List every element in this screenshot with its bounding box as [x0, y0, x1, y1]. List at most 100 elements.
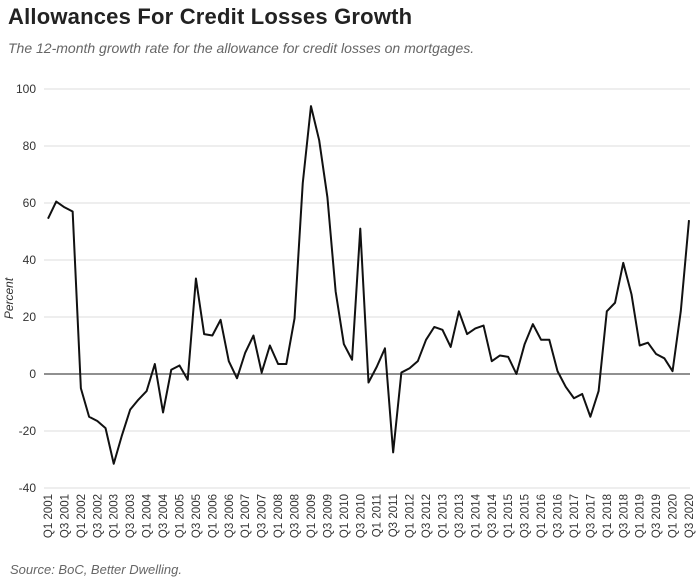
data-point — [251, 334, 255, 338]
data-point — [588, 415, 592, 419]
y-tick-label: -20 — [19, 424, 37, 438]
x-tick-label: Q1 2010 — [339, 494, 351, 538]
data-point — [210, 334, 214, 338]
x-tick-label: Q1 2002 — [76, 494, 88, 538]
x-tick-label: Q3 2020 — [684, 494, 696, 538]
data-point — [71, 210, 75, 214]
y-tick-label: 60 — [23, 196, 37, 210]
data-point — [391, 450, 395, 454]
data-point — [605, 309, 609, 313]
data-point — [523, 342, 527, 346]
data-point — [194, 277, 198, 281]
x-tick-label: Q3 2003 — [125, 494, 137, 538]
x-tick-label: Q3 2018 — [618, 494, 630, 538]
data-point — [687, 218, 691, 222]
data-point — [482, 324, 486, 328]
data-point — [358, 227, 362, 231]
data-point — [309, 104, 313, 108]
x-tick-label: Q3 2007 — [257, 494, 269, 538]
y-tick-label: 100 — [16, 82, 36, 96]
x-tick-label: Q3 2019 — [651, 494, 663, 538]
data-point — [629, 292, 633, 296]
data-point — [506, 355, 510, 359]
data-point — [301, 181, 305, 185]
data-point — [128, 408, 132, 412]
x-tick-label: Q1 2020 — [668, 494, 680, 538]
data-point — [87, 415, 91, 419]
y-tick-label: -40 — [19, 481, 37, 495]
data-point — [293, 316, 297, 320]
data-point — [679, 309, 683, 313]
data-point — [498, 353, 502, 357]
x-tick-label: Q3 2005 — [191, 494, 203, 538]
data-point — [169, 368, 173, 372]
y-tick-label: 0 — [29, 367, 36, 381]
data-point — [564, 385, 568, 389]
data-point — [654, 352, 658, 356]
data-point — [432, 325, 436, 329]
data-point — [514, 372, 518, 376]
x-tick-label: Q1 2008 — [273, 494, 285, 538]
data-point — [399, 371, 403, 375]
data-point — [662, 356, 666, 360]
x-tick-label: Q1 2001 — [43, 494, 55, 538]
data-point — [62, 205, 66, 209]
data-point — [531, 322, 535, 326]
data-point — [79, 386, 83, 390]
x-tick-label: Q3 2009 — [322, 494, 334, 538]
source-note: Source: BoC, Better Dwelling. — [10, 562, 182, 577]
data-point — [136, 398, 140, 402]
data-point — [153, 362, 157, 366]
x-tick-label: Q3 2012 — [421, 494, 433, 538]
x-tick-label: Q1 2005 — [174, 494, 186, 538]
x-axis-ticks: Q1 2001 Q3 2001 Q1 2002 Q3 2002 Q1 2003 Q3 20… — [43, 493, 696, 538]
x-tick-label: Q1 2014 — [470, 493, 482, 538]
x-tick-label: Q3 2010 — [355, 494, 367, 538]
data-point — [317, 138, 321, 142]
x-tick-label: Q1 2015 — [503, 494, 515, 538]
data-point — [490, 359, 494, 363]
data-point — [580, 392, 584, 396]
x-tick-label: Q1 2016 — [536, 494, 548, 538]
x-tick-label: Q1 2004 — [142, 493, 154, 538]
data-point — [416, 359, 420, 363]
data-point — [457, 309, 461, 313]
data-point — [260, 371, 264, 375]
x-tick-label: Q3 2013 — [454, 494, 466, 538]
data-point — [408, 366, 412, 370]
data-point — [46, 217, 50, 221]
x-tick-label: Q1 2006 — [207, 494, 219, 538]
data-point — [375, 365, 379, 369]
data-point — [219, 318, 223, 322]
x-tick-label: Q3 2014 — [487, 493, 499, 538]
data-point — [621, 261, 625, 265]
x-tick-label: Q1 2011 — [372, 494, 384, 537]
x-tick-label: Q1 2012 — [405, 494, 417, 538]
data-point — [276, 362, 280, 366]
data-point — [556, 369, 560, 373]
data-point — [243, 351, 247, 355]
x-tick-label: Q1 2013 — [437, 494, 449, 538]
x-tick-label: Q3 2016 — [553, 494, 565, 538]
data-point — [202, 332, 206, 336]
gridlines — [44, 88, 690, 489]
x-tick-label: Q1 2019 — [635, 494, 647, 538]
data-point — [383, 346, 387, 350]
data-point — [424, 338, 428, 342]
data-point — [95, 419, 99, 423]
data-point — [325, 195, 329, 199]
x-tick-label: Q3 2004 — [158, 493, 170, 538]
data-point — [350, 358, 354, 362]
x-tick-label: Q3 2015 — [520, 494, 532, 538]
x-tick-label: Q1 2003 — [109, 494, 121, 538]
data-point — [671, 369, 675, 373]
data-point — [613, 301, 617, 305]
data-points — [46, 104, 691, 466]
data-point — [235, 376, 239, 380]
chart-title: Allowances For Credit Losses Growth — [8, 4, 413, 29]
data-point — [597, 389, 601, 393]
x-tick-label: Q3 2017 — [585, 494, 597, 538]
data-point — [539, 338, 543, 342]
data-point — [104, 426, 108, 430]
